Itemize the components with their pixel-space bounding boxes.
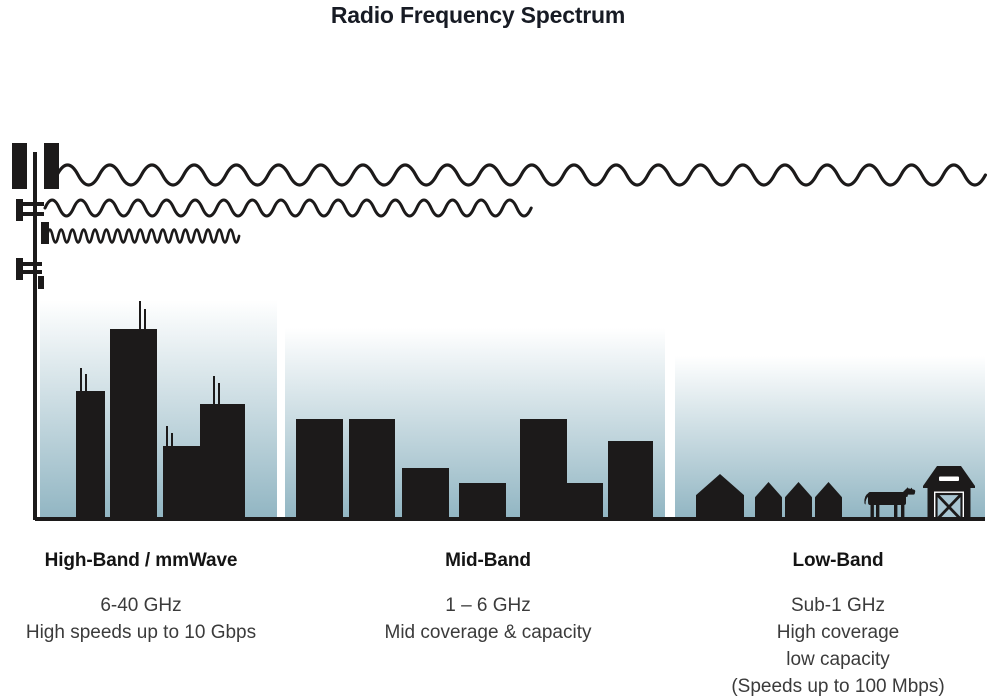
- cell-tower-antenna-panel: [16, 270, 42, 274]
- cell-tower-antenna-panel: [16, 199, 23, 221]
- cell-tower-antenna-panel: [41, 222, 49, 244]
- page-title: Radio Frequency Spectrum: [330, 2, 626, 28]
- band-description-line: Sub-1 GHz: [791, 595, 885, 616]
- band-description: Sub-1 GHz High coverage low capacity (Speed…: [668, 592, 1000, 700]
- band-description: 1 – 6 GHz Mid coverage & capacity: [318, 592, 658, 646]
- band-description-line: 1 – 6 GHz: [445, 595, 531, 616]
- building-antenna: [144, 309, 146, 329]
- band-label-mid: Mid-Band 1 – 6 GHz Mid coverage & capacit…: [318, 550, 658, 646]
- band-label-low: Low-Band Sub-1 GHz High coverage low capac…: [668, 550, 1000, 700]
- band-description-line: High coverage: [776, 622, 900, 643]
- band-description-line: (Speeds up to 100 Mbps): [731, 676, 945, 697]
- cell-tower-antenna-panel: [44, 143, 59, 189]
- barn-icon: [923, 466, 975, 520]
- building-antenna: [139, 301, 141, 329]
- building-antenna: [85, 374, 87, 391]
- city-building: [200, 404, 245, 520]
- cell-tower-antenna-panel: [38, 276, 44, 289]
- band-description-line: 6-40 GHz: [100, 595, 182, 616]
- cell-tower-mast: [33, 152, 37, 520]
- cell-tower-antenna-panel: [16, 262, 42, 266]
- cell-tower-antenna-panel: [16, 202, 44, 206]
- cell-tower-antenna-panel: [16, 258, 23, 280]
- building-antenna: [218, 383, 220, 404]
- city-building: [567, 483, 603, 520]
- building-antenna: [171, 433, 173, 446]
- long-wavelength-wave: [55, 163, 987, 187]
- band-description: 6-40 GHz High speeds up to 10 Gbps: [0, 592, 311, 646]
- cell-tower-antenna-panel: [16, 212, 44, 216]
- band-label-high: High-Band / mmWave 6-40 GHz High speeds u…: [0, 550, 311, 646]
- mid-wavelength-wave: [43, 198, 533, 218]
- building-antenna: [80, 368, 82, 391]
- band-description-line: Mid coverage & capacity: [384, 622, 592, 643]
- cow-icon: [864, 487, 916, 517]
- building-antenna: [213, 376, 215, 404]
- city-building: [110, 329, 157, 520]
- building-antenna: [166, 426, 168, 446]
- city-building: [520, 419, 567, 520]
- city-building: [349, 419, 395, 520]
- band-name: Mid-Band: [445, 550, 531, 571]
- band-description-line: High speeds up to 10 Gbps: [25, 622, 257, 643]
- short-wavelength-wave: [45, 228, 241, 244]
- city-building: [76, 391, 105, 520]
- band-name: Low-Band: [792, 550, 884, 571]
- city-building: [163, 446, 200, 520]
- band-description-line: low capacity: [786, 649, 890, 670]
- band-name: High-Band / mmWave: [44, 550, 238, 571]
- city-building: [296, 419, 343, 520]
- city-building: [608, 441, 653, 520]
- city-building: [402, 468, 449, 520]
- cell-tower-antenna-panel: [12, 143, 27, 189]
- ground-line: [35, 517, 985, 521]
- city-building: [459, 483, 506, 520]
